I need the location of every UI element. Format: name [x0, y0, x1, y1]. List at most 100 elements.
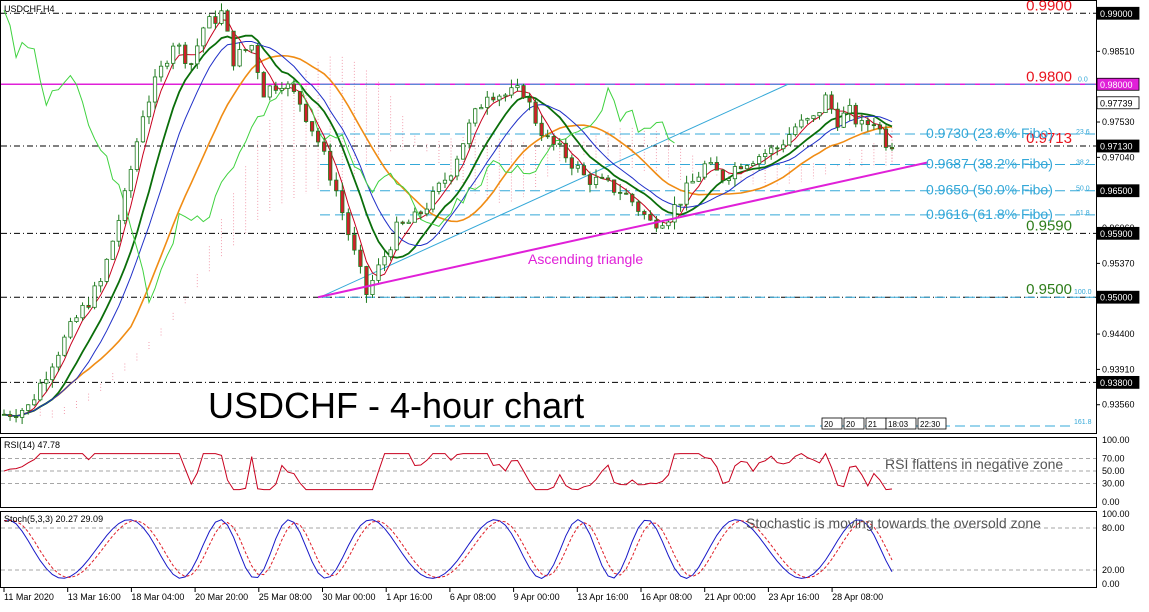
fibo-ratio-tag: 23.6	[1076, 129, 1090, 136]
time-tick-label: 23 Apr 16:00	[768, 592, 819, 602]
candle-body	[382, 256, 387, 266]
candle-body	[74, 317, 79, 322]
candle-body	[793, 126, 798, 135]
candle-body	[527, 97, 532, 103]
candle-body	[503, 94, 508, 97]
candle-body	[418, 211, 423, 215]
candle-body	[110, 240, 115, 260]
chart-title: USDCHF - 4-hour chart	[208, 385, 584, 426]
stoch-tick-label: 20.00	[1102, 565, 1125, 575]
stoch-tick-label: 100.00	[1102, 509, 1130, 519]
candle-body	[334, 179, 339, 192]
candle-body	[593, 176, 599, 185]
candle-body	[853, 104, 858, 125]
candle-body	[533, 101, 538, 124]
candle-body	[86, 304, 91, 308]
candle-body	[370, 279, 375, 295]
candle-body	[291, 83, 297, 92]
price-tag-label: 0.98000	[1100, 80, 1133, 90]
candle-body	[612, 179, 617, 193]
candle-body	[104, 258, 109, 282]
candle-body	[412, 211, 417, 223]
candle-body	[829, 94, 834, 110]
fibo-ratio-tag: 38.2	[1076, 159, 1090, 166]
candle-body	[714, 162, 719, 171]
time-tick-label: 25 Mar 08:00	[259, 592, 312, 602]
time-tick-label: 13 Mar 16:00	[68, 592, 121, 602]
candle-body	[624, 192, 629, 195]
candle-body	[56, 354, 61, 368]
candle-body	[448, 175, 454, 181]
tenkan-line	[3, 19, 893, 417]
rsi-annotation: RSI flattens in negative zone	[885, 456, 1063, 472]
candle-body	[134, 141, 139, 170]
time-box-label: 20	[846, 420, 855, 429]
time-tick-label: 11 Mar 2020	[4, 592, 54, 602]
candle-body	[877, 124, 883, 130]
fibo-ratio-tag: 100.0	[1074, 289, 1092, 296]
candle-body	[273, 85, 278, 91]
candle-body	[666, 221, 671, 227]
candle-body	[575, 165, 580, 169]
candle-body	[285, 83, 291, 89]
time-tick-label: 6 Apr 08:00	[450, 592, 496, 602]
time-box	[917, 417, 947, 430]
price-tag-label: 0.97739	[1100, 98, 1133, 108]
candle-body	[684, 182, 689, 205]
candle-body	[297, 91, 303, 105]
rsi-tick-label: 50.00	[1102, 466, 1125, 476]
candle-body	[744, 165, 750, 170]
candle-body	[38, 382, 43, 401]
candle-body	[328, 150, 333, 181]
stoch-tick-label: 0.00	[1102, 579, 1120, 589]
axis-tick-label: 0.95370	[1102, 258, 1135, 268]
candle-body	[799, 119, 804, 128]
candle-body	[189, 63, 194, 65]
candle-body	[430, 191, 435, 210]
candle-body	[708, 162, 713, 165]
candle-body	[50, 366, 55, 381]
indicator-lines	[3, 10, 893, 418]
candle-body	[557, 142, 562, 145]
candle-body	[122, 190, 127, 221]
level-label: 0.9500	[1026, 281, 1072, 298]
candle-body	[835, 108, 840, 128]
candle-body	[509, 87, 514, 96]
candle-body	[781, 144, 786, 150]
candle-body	[636, 201, 641, 212]
candle-body	[213, 16, 218, 24]
candle-body	[394, 221, 399, 251]
candle-body	[68, 321, 73, 338]
candle-body	[152, 76, 158, 103]
candle-body	[376, 264, 381, 281]
stoch-annotation: Stochastic is moving towards the oversol…	[746, 515, 1041, 531]
candle-body	[660, 225, 665, 229]
time-tick-label: 13 Apr 16:00	[577, 592, 628, 602]
candle-body	[303, 103, 309, 122]
candle-body	[249, 45, 254, 51]
candle-body	[581, 165, 587, 176]
level-label: 0.9800	[1026, 68, 1072, 85]
fibo-ratio-tag: 161.8	[1074, 419, 1092, 426]
rsi-line	[3, 452, 893, 491]
price-tag-label: 0.95000	[1100, 293, 1133, 303]
price-tag	[1096, 226, 1140, 240]
candle-body	[865, 120, 870, 126]
price-tag	[1096, 184, 1140, 198]
candle-body	[98, 281, 103, 287]
rsi-panel	[0, 437, 1097, 508]
price-tags: 0.99000 0.98000 0.97739 0.97130 0.96500 0.959…	[1096, 6, 1140, 389]
candle-body	[587, 174, 593, 185]
price-tag	[1096, 96, 1140, 110]
candle-body	[599, 176, 605, 179]
candle-body	[1, 413, 7, 416]
ascending-triangle	[317, 161, 929, 299]
candle-body	[461, 143, 466, 160]
candle-body	[207, 16, 212, 29]
candle-body	[569, 157, 574, 169]
axis-tick-label: 0.93560	[1102, 400, 1135, 410]
candle-body	[400, 221, 405, 224]
time-tick-label: 18 Mar 04:00	[131, 592, 184, 602]
chikou-line	[3, 10, 675, 305]
